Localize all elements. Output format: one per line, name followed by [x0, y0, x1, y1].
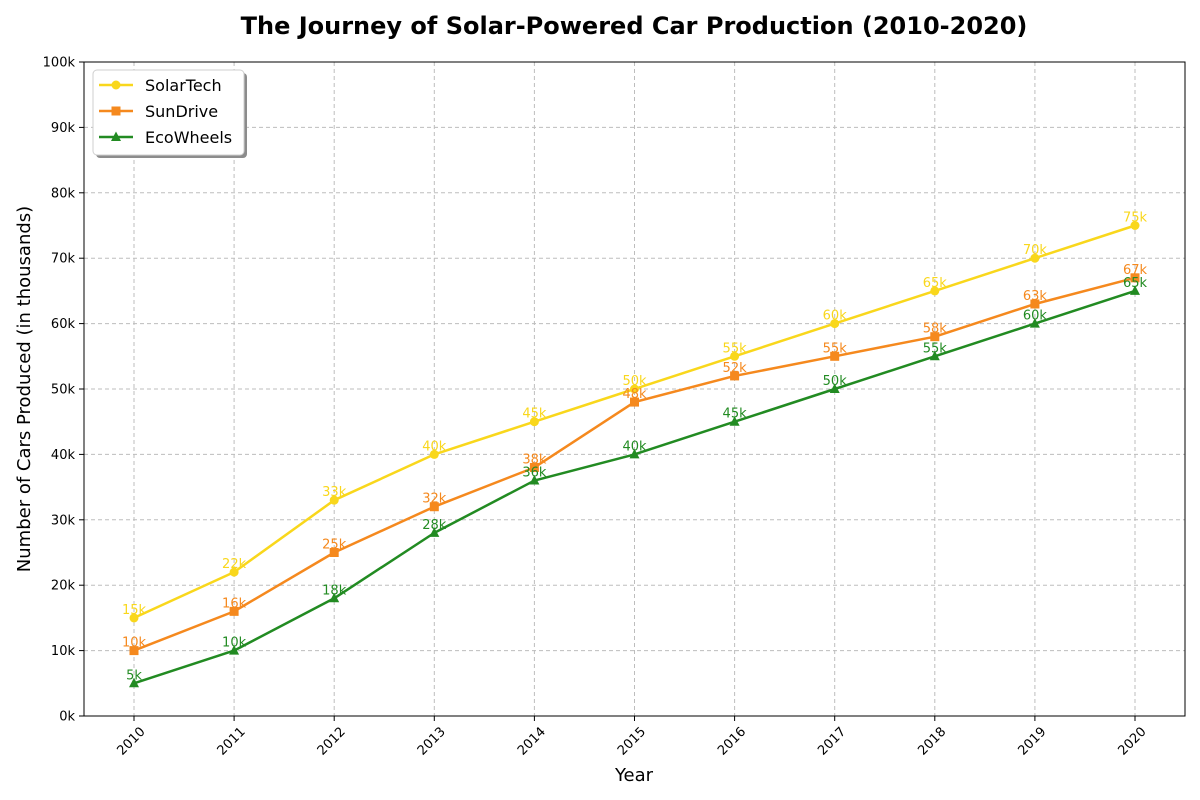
- y-axis-label: Number of Cars Produced (in thousands): [14, 206, 35, 572]
- legend-label-sundrive: SunDrive: [145, 102, 218, 121]
- y-tick-label: 20k: [51, 579, 76, 594]
- series-solartech: [129, 221, 1140, 623]
- legend-box: [92, 69, 245, 156]
- data-label-ecowheels: 55k: [923, 341, 948, 356]
- data-point-ecowheels: [729, 416, 740, 426]
- data-label-ecowheels: 40k: [622, 439, 647, 454]
- data-point-sundrive: [1130, 273, 1140, 283]
- data-point-solartech: [1130, 221, 1140, 230]
- data-point-ecowheels: [429, 527, 440, 537]
- data-point-ecowheels: [829, 383, 840, 393]
- data-label-solartech: 15k: [122, 603, 147, 618]
- data-point-ecowheels: [1130, 285, 1140, 295]
- data-label-solartech: 40k: [422, 439, 447, 454]
- y-tick-label: 10k: [51, 644, 76, 659]
- data-point-sundrive: [630, 397, 639, 407]
- data-label-sundrive: 55k: [823, 341, 848, 356]
- y-tick-label: 0k: [59, 710, 75, 725]
- legend-marker-ecowheels: [111, 131, 121, 141]
- data-label-sundrive: 63k: [1023, 289, 1048, 304]
- data-label-sundrive: 67k: [1123, 263, 1148, 278]
- data-point-solartech: [229, 567, 239, 577]
- data-label-solartech: 60k: [823, 309, 848, 324]
- legend-marker-sundrive: [111, 106, 121, 116]
- data-point-solartech: [630, 384, 639, 394]
- data-label-solartech: 33k: [322, 485, 347, 500]
- data-label-solartech: 65k: [923, 276, 948, 291]
- data-point-sundrive: [1030, 299, 1040, 309]
- y-tick-label: 60k: [51, 317, 76, 332]
- data-label-solartech: 22k: [222, 557, 247, 572]
- data-point-ecowheels: [129, 677, 139, 688]
- data-point-ecowheels: [329, 592, 340, 603]
- data-label-ecowheels: 18k: [322, 583, 347, 598]
- data-point-solartech: [129, 613, 139, 623]
- series-ecowheels: [129, 285, 1140, 688]
- data-label-sundrive: 58k: [923, 322, 948, 337]
- y-tick-label: 50k: [51, 383, 76, 398]
- data-point-sundrive: [529, 462, 539, 472]
- data-label-sundrive: 52k: [723, 361, 748, 376]
- data-label-solartech: 55k: [723, 341, 748, 356]
- data-label-solartech: 70k: [1023, 243, 1048, 258]
- y-tick-label: 30k: [51, 513, 76, 528]
- y-tick-label: 40k: [51, 448, 76, 463]
- data-point-ecowheels: [229, 645, 240, 655]
- series-lines: [129, 221, 1140, 688]
- data-label-sundrive: 48k: [622, 387, 647, 402]
- legend: SolarTech SunDrive EcoWheels: [92, 69, 247, 158]
- data-point-solartech: [429, 449, 439, 459]
- data-label-sundrive: 10k: [122, 636, 147, 651]
- data-point-solartech: [529, 417, 539, 427]
- data-point-sundrive: [429, 502, 439, 512]
- data-point-sundrive: [830, 351, 840, 361]
- legend-label-ecowheels: EcoWheels: [145, 128, 232, 147]
- y-axis-ticks: 0k 10k 20k 30k 40k 50k 60k 70k 80k 90k 100k: [43, 56, 84, 725]
- data-label-ecowheels: 45k: [723, 407, 748, 422]
- data-label-sundrive: 25k: [322, 538, 347, 553]
- chart-title: The Journey of Solar-Powered Car Product…: [241, 12, 1028, 40]
- data-point-ecowheels: [529, 475, 540, 485]
- y-tick-label: 90k: [51, 121, 76, 136]
- data-label-ecowheels: 65k: [1123, 276, 1148, 291]
- data-point-ecowheels: [929, 350, 940, 361]
- data-label-solartech: 50k: [622, 374, 647, 389]
- legend-label-solartech: SolarTech: [145, 76, 222, 95]
- data-label-ecowheels: 28k: [422, 518, 447, 533]
- y-tick-label: 80k: [51, 186, 76, 201]
- data-point-solartech: [1030, 253, 1040, 263]
- data-point-sundrive: [730, 371, 740, 381]
- data-label-solartech: 75k: [1123, 211, 1148, 226]
- data-label-solartech: 45k: [522, 407, 547, 422]
- data-point-ecowheels: [629, 448, 640, 459]
- data-point-sundrive: [930, 332, 940, 342]
- data-label-ecowheels: 60k: [1023, 309, 1048, 324]
- data-label-ecowheels: 50k: [823, 374, 848, 389]
- data-label-ecowheels: 10k: [222, 636, 247, 651]
- data-point-sundrive: [129, 646, 139, 656]
- data-point-solartech: [730, 351, 740, 361]
- y-tick-label: 100k: [43, 56, 76, 71]
- data-point-solartech: [329, 495, 339, 505]
- y-tick-label: 70k: [51, 252, 76, 267]
- legend-marker-solartech: [111, 80, 121, 90]
- data-label-sundrive: 16k: [222, 596, 247, 611]
- data-point-sundrive: [329, 548, 339, 557]
- data-point-solartech: [830, 319, 840, 329]
- data-label-sundrive: 38k: [522, 452, 547, 467]
- data-labels: 15k 22k 33k 40k 45k 50k 55k 60k 65k 70k 75k 10k 16k 2…: [122, 211, 1148, 684]
- data-point-solartech: [930, 286, 940, 296]
- data-label-ecowheels: 5k: [126, 668, 142, 683]
- data-label-sundrive: 32k: [422, 492, 447, 507]
- data-label-ecowheels: 36k: [522, 466, 547, 481]
- series-sundrive: [129, 273, 1140, 656]
- data-point-ecowheels: [1029, 318, 1040, 328]
- x-axis-label: Year: [614, 765, 654, 786]
- data-point-sundrive: [229, 606, 239, 616]
